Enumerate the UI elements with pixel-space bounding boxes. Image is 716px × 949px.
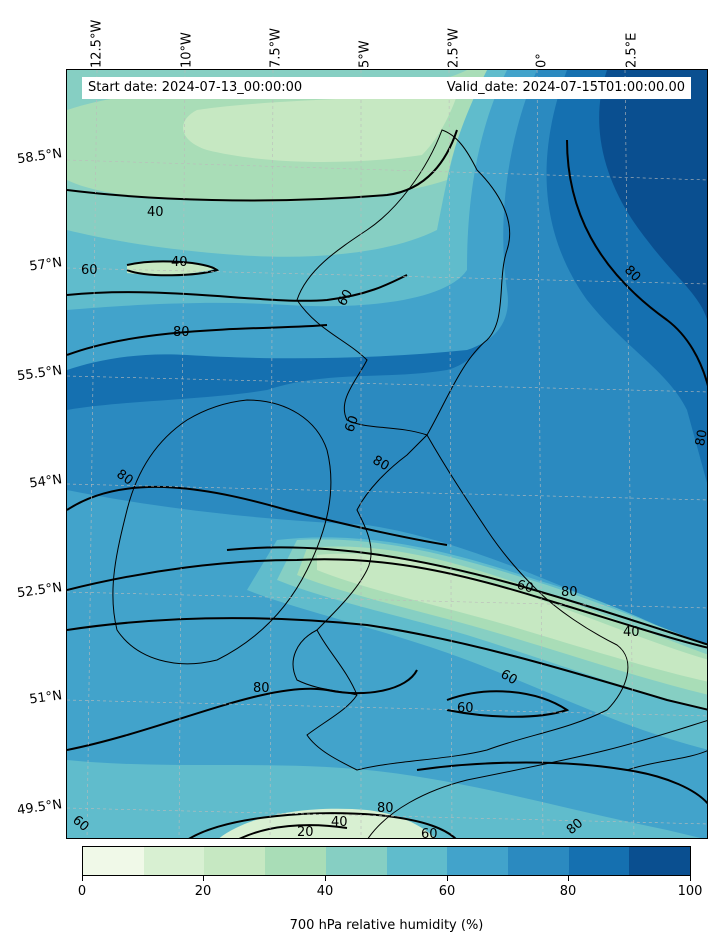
valid-date-text: Valid_date: 2024-07-15T01:00:00.00	[446, 80, 685, 95]
contour-label: 40	[171, 255, 188, 270]
contour-label: 40	[623, 625, 640, 640]
lon-label-0: 0°	[534, 53, 550, 68]
contour-label: 60	[342, 414, 362, 435]
contour-60-south	[446, 690, 570, 718]
contour-80-south	[67, 617, 707, 711]
start-date-text: Start date: 2024-07-13_00:00:00	[88, 80, 303, 95]
fill-60-70-south	[67, 490, 707, 838]
colorbar-label-60: 60	[438, 884, 456, 899]
contour-20-bottom	[238, 824, 348, 838]
colorbar-tick	[568, 876, 569, 881]
fill-20-30-west	[127, 262, 217, 276]
colorbar-segment	[447, 847, 508, 875]
contour-40-north	[67, 129, 458, 202]
map-panel: 40 40 60 80 60 80 80 80 60 80 60 40 60 8…	[66, 69, 708, 839]
colorbar-label-40: 40	[316, 884, 334, 899]
contour-label: 60	[498, 667, 520, 688]
contour-label: 80	[561, 585, 578, 600]
lon-label-2-5w: 2.5°W	[446, 27, 462, 68]
contour-label: 20	[297, 825, 314, 839]
date-header: Start date: 2024-07-13_00:00:00 Valid_da…	[82, 77, 691, 99]
contour-label: 80	[173, 325, 190, 340]
contour-80-lower	[67, 669, 418, 751]
coastline-england	[306, 434, 629, 771]
contour-40-west	[126, 260, 220, 277]
colorbar-segment	[325, 847, 387, 875]
contour-80-mid	[67, 485, 448, 546]
contour-label: 40	[331, 815, 348, 830]
contour-60-central	[226, 546, 707, 646]
lat-label-58-5n: 58.5°N	[16, 146, 64, 168]
colorbar-title: 700 hPa relative humidity (%)	[289, 918, 484, 933]
coastlines	[112, 129, 707, 838]
colorbar-label-20: 20	[194, 884, 212, 899]
coastline-ireland	[112, 399, 332, 665]
colorbar-tick	[447, 876, 448, 881]
contour-40-bottom	[188, 812, 457, 838]
graticule	[67, 70, 707, 838]
contour-60-lower	[416, 761, 707, 805]
colorbar-label-80: 80	[559, 884, 577, 899]
lon-label-10w: 10°W	[179, 32, 195, 68]
colorbar-label-100: 100	[677, 884, 703, 899]
contour-label: 80	[693, 428, 708, 447]
contour-label: 60	[457, 701, 474, 716]
colorbar-tick	[690, 876, 691, 881]
contour-label: 80	[253, 681, 270, 696]
colorbar-segment	[265, 847, 326, 875]
colorbar-segment	[386, 847, 448, 875]
lat-label-55-5n: 55.5°N	[16, 363, 64, 385]
coastline-scotland	[296, 129, 511, 436]
contour-80-north	[67, 324, 328, 356]
colorbar-segment	[568, 847, 630, 875]
contour-label: 80	[370, 453, 392, 474]
colorbar-label-0: 0	[77, 884, 87, 899]
colorbar-tick	[325, 876, 326, 881]
lat-label-57n: 57°N	[28, 255, 64, 275]
lat-label-52-5n: 52.5°N	[16, 580, 64, 602]
contour-label: 60	[515, 578, 535, 597]
contour-label: 60	[81, 263, 98, 278]
humidity-map: 40 40 60 80 60 80 80 80 60 80 60 40 60 8…	[67, 70, 708, 839]
fill-50-60-bottom	[67, 760, 701, 838]
colorbar-tick	[203, 876, 204, 881]
border-line	[626, 750, 707, 771]
fill-20-30-south	[317, 553, 707, 682]
colorbar-segment	[507, 847, 569, 875]
colorbar	[82, 846, 691, 876]
contour-label: 60	[335, 287, 356, 309]
lat-label-49-5n: 49.5°N	[16, 797, 64, 819]
lat-label-51n: 51°N	[28, 688, 64, 708]
colorbar-segment	[204, 847, 266, 875]
coastline-france	[367, 720, 707, 838]
contour-40-central	[67, 558, 707, 649]
contour-lines	[67, 129, 707, 838]
contour-label: 80	[377, 801, 394, 816]
contour-80-east	[566, 139, 707, 387]
colorbar-segment	[629, 847, 691, 875]
lon-label-7-5w: 7.5°W	[268, 27, 284, 68]
lon-label-12-5w: 12.5°W	[89, 19, 105, 68]
coastline-wales	[292, 629, 358, 696]
colorbar-tick	[82, 876, 83, 881]
fill-20-30	[183, 80, 463, 162]
contour-label-group: 40 40 60 80 60 80 80 80 60 80 60 40 60 8…	[69, 205, 708, 839]
colorbar-segment	[83, 847, 144, 875]
contour-label: 40	[147, 205, 164, 220]
lat-label-54n: 54°N	[28, 472, 64, 492]
lon-label-5w: 5°W	[357, 40, 373, 68]
lon-label-2-5e: 2.5°E	[624, 32, 640, 68]
contour-label: 60	[421, 827, 438, 839]
colorbar-segment	[143, 847, 205, 875]
